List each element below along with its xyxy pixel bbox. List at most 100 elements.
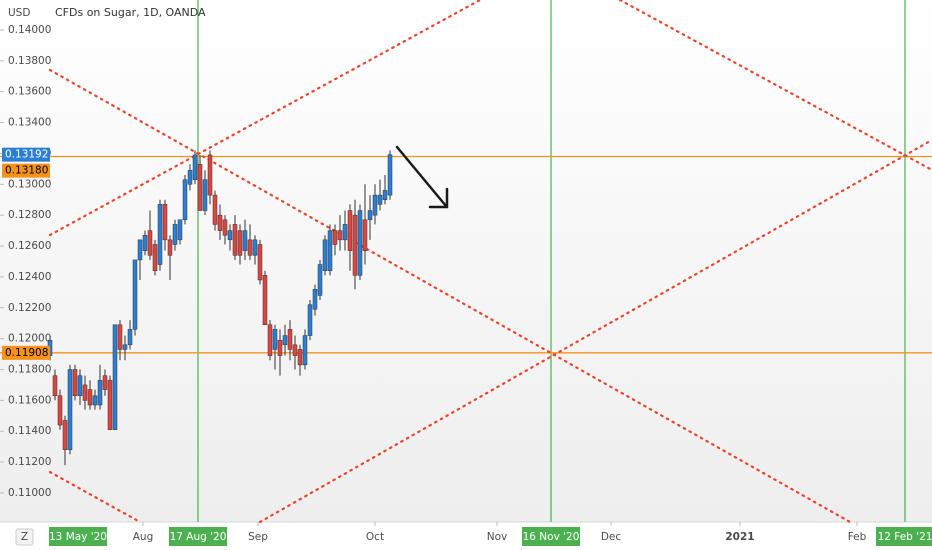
- last-price-box: [2, 147, 50, 162]
- candle-body: [262, 275, 268, 325]
- candle-body: [62, 420, 68, 451]
- candle-body: [67, 369, 73, 451]
- candle-body: [252, 239, 258, 256]
- trendlines: [48, 0, 932, 524]
- candle-body: [187, 170, 193, 185]
- candle-body: [112, 324, 118, 430]
- candle-body: [267, 324, 273, 356]
- axes: 0.11000 0.11200 0.11400 0.11600 0.11800 0.120…: [0, 24, 932, 546]
- level-label: 0.13180: [5, 165, 48, 177]
- candle-body: [207, 154, 213, 196]
- candle-body: [297, 349, 303, 366]
- y-tick-label: 0.12600: [8, 240, 51, 252]
- y-tick-label: 0.14000: [8, 24, 51, 36]
- candle-body: [312, 288, 318, 310]
- candle-body: [87, 389, 93, 406]
- arrow: [395, 145, 449, 209]
- y-tick-label: 0.13600: [8, 86, 51, 98]
- candle-body: [332, 230, 338, 245]
- candle-body: [307, 304, 313, 336]
- candle-body: [127, 329, 133, 346]
- candle-body: [102, 375, 108, 390]
- zoom-button[interactable]: [15, 528, 34, 546]
- candle-body: [202, 179, 208, 211]
- x-tick-label: Aug: [133, 531, 154, 543]
- candle-body: [107, 380, 113, 430]
- date-marker-label: 13 May '20: [49, 531, 107, 543]
- candle-body: [132, 259, 138, 330]
- candle-body: [77, 375, 83, 396]
- y-tick-label: 0.11200: [8, 456, 51, 468]
- candle-body: [337, 230, 343, 241]
- y-tick-label: 0.11000: [8, 487, 51, 499]
- y-tick-label: 0.12200: [8, 302, 51, 314]
- candle-body: [342, 224, 348, 241]
- candle-body: [242, 230, 248, 251]
- candle-body: [282, 335, 288, 346]
- trendline: [48, 470, 142, 524]
- candle-body: [357, 210, 363, 276]
- candle-body: [57, 395, 63, 426]
- candle-body: [122, 344, 128, 350]
- trendline: [258, 138, 932, 524]
- candle-body: [97, 380, 103, 406]
- level-label: 0.11908: [5, 347, 48, 359]
- y-tick-label: 0.11800: [8, 364, 51, 376]
- candle-body: [137, 239, 143, 261]
- arrow-head: [428, 187, 449, 209]
- candle-body: [197, 163, 203, 211]
- x-tick-label: Dec: [601, 531, 622, 543]
- candle-body: [287, 329, 293, 350]
- date-marker-box: [876, 527, 932, 546]
- x-tick-label: Oct: [366, 531, 384, 543]
- candle-body: [172, 224, 178, 245]
- y-tick-label: 0.12400: [8, 271, 51, 283]
- level-box: [2, 345, 50, 360]
- candle-body: [212, 194, 218, 225]
- candle-body: [327, 230, 333, 271]
- candle-body: [317, 264, 323, 296]
- candles: [47, 150, 393, 466]
- currency: USD: [8, 7, 30, 19]
- candle-body: [167, 239, 173, 256]
- date-marker-box: [522, 527, 580, 546]
- x-tick-label: Sep: [248, 531, 268, 543]
- candle-body: [367, 210, 373, 221]
- candle-body: [147, 230, 153, 256]
- candle-body: [222, 219, 228, 236]
- candle-body: [347, 210, 353, 251]
- candle-body: [387, 154, 393, 196]
- candle-body: [302, 335, 308, 366]
- last-price-label: 0.13192: [5, 149, 48, 161]
- candle-body: [192, 154, 198, 180]
- y-tick-label: 0.11600: [8, 394, 51, 406]
- candle-body: [272, 329, 278, 350]
- chart-title: CFDs on Sugar, 1D, OANDA: [55, 6, 206, 19]
- candle-body: [372, 194, 378, 216]
- date-marker-label: 17 Aug '20: [170, 531, 227, 543]
- candle-body: [217, 214, 223, 231]
- candle-body: [182, 179, 188, 221]
- candle-body: [362, 219, 368, 251]
- candle-body: [117, 324, 123, 350]
- candle-body: [92, 395, 98, 406]
- y-tick-label: 0.11400: [8, 425, 51, 437]
- y-tick-label: 0.12800: [8, 209, 51, 221]
- date-marker-label: 12 Feb '21: [878, 531, 932, 543]
- candle-body: [232, 224, 238, 256]
- x-tick-label: Nov: [487, 531, 508, 543]
- zoom-button-label[interactable]: Z: [21, 531, 28, 543]
- candle-body: [277, 339, 283, 356]
- candle-body: [247, 239, 253, 256]
- guides: [0, 0, 932, 522]
- date-marker-box: [49, 527, 107, 546]
- level-box: [2, 163, 50, 178]
- trendline: [618, 0, 932, 172]
- x-tick-label: Feb: [848, 531, 867, 543]
- arrow-shaft: [395, 145, 448, 208]
- y-tick-label: 0.13400: [8, 117, 51, 129]
- candle-body: [377, 194, 383, 205]
- date-marker-label: 16 Nov '20: [523, 531, 580, 543]
- candle-body: [227, 230, 233, 241]
- y-tick-label: 0.13800: [8, 55, 51, 67]
